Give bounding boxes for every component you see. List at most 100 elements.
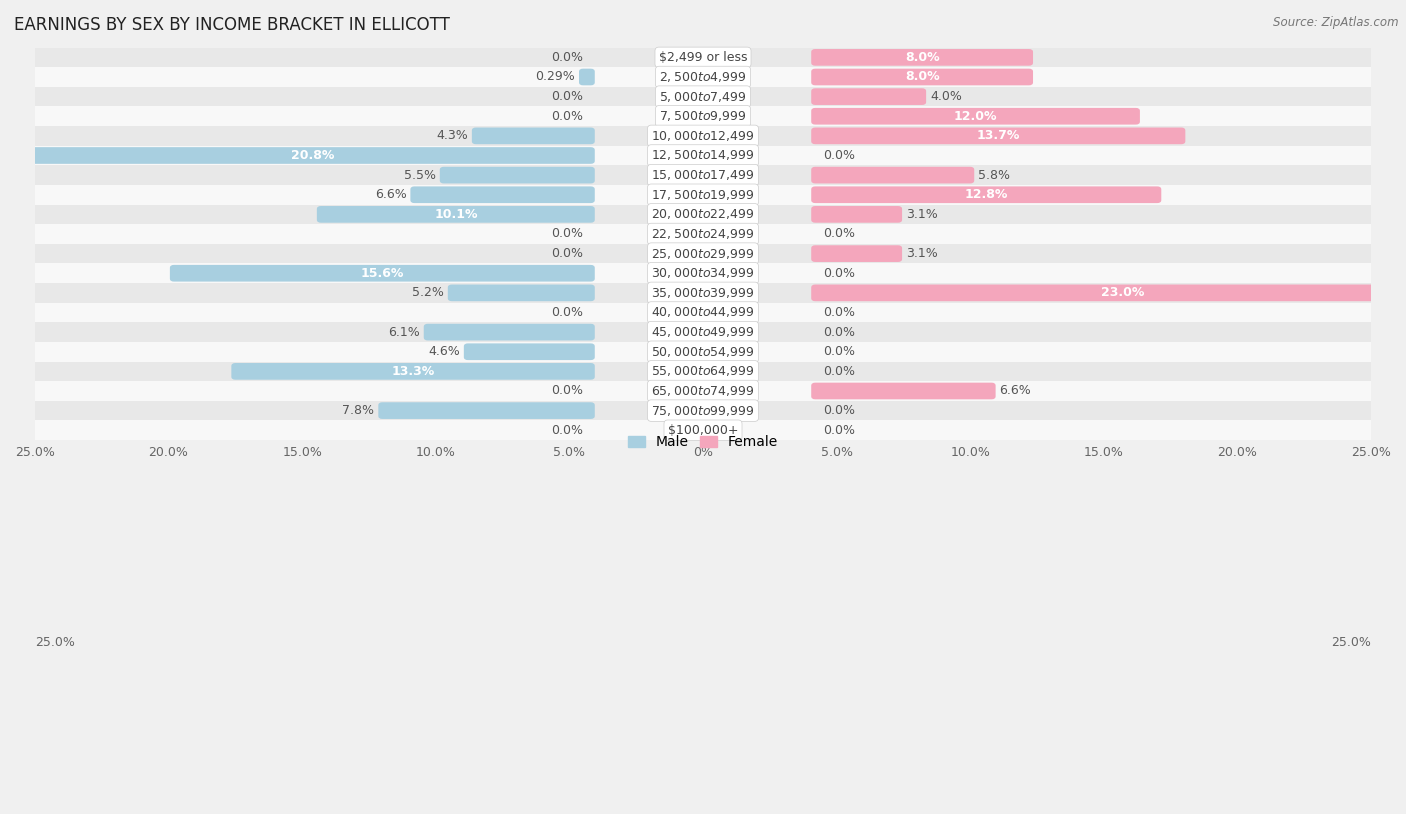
Text: 0.0%: 0.0% (551, 90, 582, 103)
Text: 6.6%: 6.6% (374, 188, 406, 201)
Text: $7,500 to $9,999: $7,500 to $9,999 (659, 109, 747, 123)
Text: 4.0%: 4.0% (931, 90, 962, 103)
FancyBboxPatch shape (811, 383, 995, 400)
Text: 0.0%: 0.0% (824, 227, 855, 240)
Text: 20.8%: 20.8% (291, 149, 335, 162)
Bar (35, 322, 1371, 342)
Bar (35, 185, 1371, 204)
Text: $5,000 to $7,499: $5,000 to $7,499 (659, 90, 747, 103)
FancyBboxPatch shape (811, 245, 903, 262)
Text: 0.0%: 0.0% (551, 384, 582, 397)
FancyBboxPatch shape (811, 167, 974, 183)
FancyBboxPatch shape (472, 128, 595, 144)
Bar (35, 244, 1371, 264)
Legend: Male, Female: Male, Female (623, 430, 783, 455)
FancyBboxPatch shape (579, 68, 595, 85)
Text: 23.0%: 23.0% (1101, 287, 1144, 300)
Text: 0.0%: 0.0% (824, 326, 855, 339)
Bar (35, 204, 1371, 224)
Text: 5.8%: 5.8% (979, 168, 1011, 182)
Text: $25,000 to $29,999: $25,000 to $29,999 (651, 247, 755, 260)
Text: $30,000 to $34,999: $30,000 to $34,999 (651, 266, 755, 280)
FancyBboxPatch shape (423, 324, 595, 340)
Bar (35, 420, 1371, 440)
Text: 0.0%: 0.0% (551, 247, 582, 260)
FancyBboxPatch shape (232, 363, 595, 379)
Text: 13.3%: 13.3% (391, 365, 434, 378)
Text: 6.1%: 6.1% (388, 326, 420, 339)
Text: $2,499 or less: $2,499 or less (659, 50, 747, 63)
FancyBboxPatch shape (316, 206, 595, 223)
Text: $50,000 to $54,999: $50,000 to $54,999 (651, 345, 755, 359)
Text: 0.0%: 0.0% (824, 424, 855, 437)
Text: 25.0%: 25.0% (1331, 637, 1371, 650)
Text: 5.5%: 5.5% (404, 168, 436, 182)
Text: $22,500 to $24,999: $22,500 to $24,999 (651, 227, 755, 241)
Text: 0.0%: 0.0% (551, 50, 582, 63)
FancyBboxPatch shape (811, 108, 1140, 125)
FancyBboxPatch shape (811, 285, 1406, 301)
Text: 7.8%: 7.8% (342, 404, 374, 417)
Bar (35, 264, 1371, 283)
Text: 0.0%: 0.0% (824, 404, 855, 417)
Text: 0.0%: 0.0% (824, 149, 855, 162)
Text: $12,500 to $14,999: $12,500 to $14,999 (651, 148, 755, 163)
Text: 15.6%: 15.6% (361, 267, 404, 280)
Bar (35, 146, 1371, 165)
FancyBboxPatch shape (811, 49, 1033, 66)
Text: 12.0%: 12.0% (953, 110, 997, 123)
Text: $2,500 to $4,999: $2,500 to $4,999 (659, 70, 747, 84)
FancyBboxPatch shape (378, 402, 595, 419)
Bar (35, 283, 1371, 303)
Text: EARNINGS BY SEX BY INCOME BRACKET IN ELLICOTT: EARNINGS BY SEX BY INCOME BRACKET IN ELL… (14, 16, 450, 34)
FancyBboxPatch shape (811, 68, 1033, 85)
Text: 6.6%: 6.6% (1000, 384, 1032, 397)
Text: $40,000 to $44,999: $40,000 to $44,999 (651, 305, 755, 319)
Text: 0.0%: 0.0% (824, 365, 855, 378)
Text: $75,000 to $99,999: $75,000 to $99,999 (651, 404, 755, 418)
FancyBboxPatch shape (811, 88, 927, 105)
Bar (35, 107, 1371, 126)
FancyBboxPatch shape (447, 285, 595, 301)
FancyBboxPatch shape (464, 344, 595, 360)
Bar (35, 47, 1371, 68)
Text: 0.0%: 0.0% (824, 267, 855, 280)
Text: 8.0%: 8.0% (905, 71, 939, 84)
Text: 0.0%: 0.0% (551, 424, 582, 437)
FancyBboxPatch shape (811, 128, 1185, 144)
Text: 4.6%: 4.6% (427, 345, 460, 358)
Text: 25.0%: 25.0% (35, 637, 75, 650)
Text: 12.8%: 12.8% (965, 188, 1008, 201)
Text: $55,000 to $64,999: $55,000 to $64,999 (651, 365, 755, 379)
FancyBboxPatch shape (440, 167, 595, 183)
FancyBboxPatch shape (811, 186, 1161, 203)
Text: $15,000 to $17,499: $15,000 to $17,499 (651, 168, 755, 182)
Text: 10.1%: 10.1% (434, 208, 478, 221)
Text: $17,500 to $19,999: $17,500 to $19,999 (651, 188, 755, 202)
Bar (35, 400, 1371, 420)
Text: 3.1%: 3.1% (905, 208, 938, 221)
Text: $100,000+: $100,000+ (668, 424, 738, 437)
FancyBboxPatch shape (411, 186, 595, 203)
Bar (35, 381, 1371, 400)
Text: 0.0%: 0.0% (824, 306, 855, 319)
Text: 8.0%: 8.0% (905, 50, 939, 63)
FancyBboxPatch shape (170, 265, 595, 282)
Bar (35, 224, 1371, 244)
Text: Source: ZipAtlas.com: Source: ZipAtlas.com (1274, 16, 1399, 29)
Text: 0.0%: 0.0% (824, 345, 855, 358)
FancyBboxPatch shape (31, 147, 595, 164)
Bar (35, 303, 1371, 322)
Bar (35, 68, 1371, 87)
Text: 0.0%: 0.0% (551, 110, 582, 123)
Text: 0.29%: 0.29% (536, 71, 575, 84)
Text: 0.0%: 0.0% (551, 227, 582, 240)
Text: 3.1%: 3.1% (905, 247, 938, 260)
Bar (35, 165, 1371, 185)
Text: $65,000 to $74,999: $65,000 to $74,999 (651, 384, 755, 398)
Bar (35, 342, 1371, 361)
Text: $10,000 to $12,499: $10,000 to $12,499 (651, 129, 755, 143)
Bar (35, 126, 1371, 146)
Text: 0.0%: 0.0% (551, 306, 582, 319)
Text: 5.2%: 5.2% (412, 287, 444, 300)
